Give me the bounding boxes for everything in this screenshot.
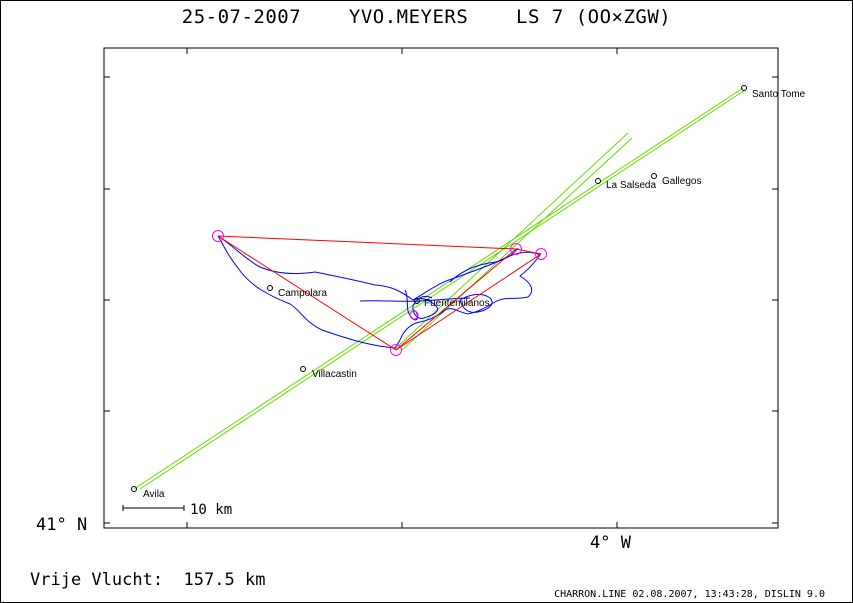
turnpoint-start-marker: [409, 310, 419, 320]
turnpoint-east-marker: [510, 243, 522, 255]
distance-label: Vrije Vlucht:: [30, 570, 164, 590]
place-marker-villacastin: [300, 366, 306, 372]
place-label-fuentemilanos: Fuentemilanos: [424, 298, 490, 309]
turnpoints: [212, 230, 547, 356]
track-thermal-3: [404, 289, 419, 321]
task-triangle: [217, 235, 542, 351]
turnpoint-west-marker: [212, 230, 224, 242]
sector-line-3: [394, 132, 629, 350]
turnpoint-south-marker: [390, 344, 402, 356]
place-marker-campolara: [267, 285, 273, 291]
leg-1: [217, 235, 397, 351]
place-marker-fuentemilanos: [414, 298, 420, 304]
place-marker-avila: [131, 486, 137, 492]
place-label-avila: Avila: [143, 489, 165, 500]
place-label-villacastin: Villacastin: [312, 369, 357, 380]
track-thermal-1: [412, 295, 438, 319]
track-glide-2: [449, 247, 519, 283]
longitude-label: 4° W: [590, 533, 631, 553]
axis-ticks: [104, 48, 778, 528]
scale-bar: [122, 505, 185, 511]
place-marker-la-salseda: [595, 178, 601, 184]
sector-line-4: [400, 137, 633, 352]
leg-3: [217, 235, 517, 250]
sector-lines: [133, 87, 746, 490]
place-marker-santo-tome: [741, 85, 747, 91]
footer-info: CHARRON.LINE 02.08.2007, 13:43:28, DISLI…: [554, 589, 825, 600]
distance-value: 157.5 km: [183, 570, 266, 590]
place-markers: [131, 85, 747, 492]
place-label-campolara: Campolara: [278, 288, 327, 299]
leg-4: [395, 253, 542, 351]
place-label-gallegos: Gallegos: [662, 176, 701, 187]
sector-line-1: [133, 87, 744, 490]
distance-line: Vrije Vlucht: 157.5 km: [30, 570, 265, 590]
leg-2: [395, 248, 517, 351]
plot-box: [103, 47, 779, 529]
latitude-label: 41° N: [36, 515, 88, 535]
place-label-santo-tome: Santo Tome: [752, 89, 806, 100]
place-label-la-salseda: La Salseda: [606, 180, 656, 191]
turnpoint-far-east-marker: [535, 248, 547, 260]
flight-title: 25-07-2007 YVO.MEYERS LS 7 (OO×ZGW): [181, 6, 672, 28]
scale-bar-label: 10 km: [190, 502, 232, 518]
track-thermal-2: [459, 293, 493, 313]
leg-5: [515, 248, 542, 255]
sector-line-2: [139, 89, 746, 490]
place-marker-gallegos: [651, 173, 657, 179]
